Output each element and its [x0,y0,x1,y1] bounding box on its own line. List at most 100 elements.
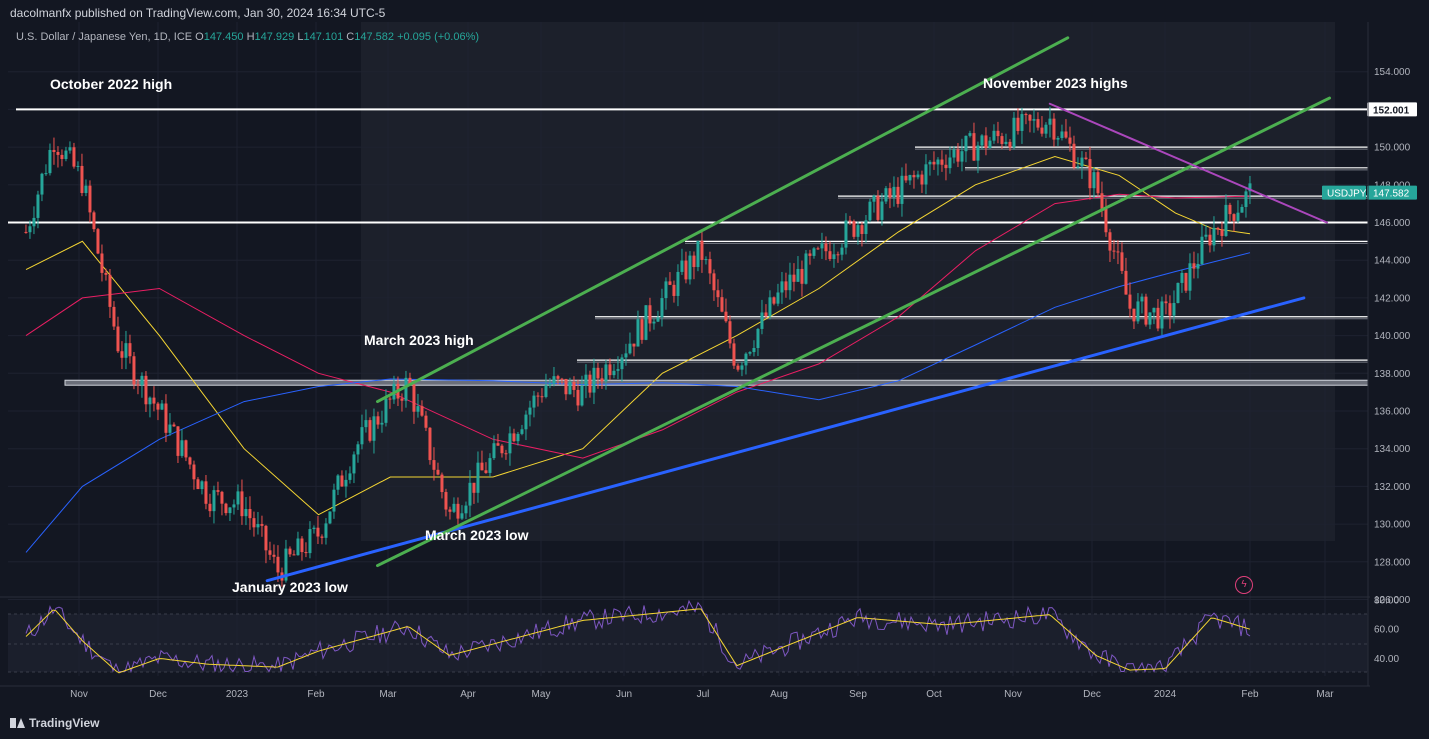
candle-body [952,149,956,158]
candle-body [172,424,176,427]
rsi-tick-label: 60.00 [1374,625,1399,636]
candle-body [444,492,448,510]
candle-body [508,433,512,454]
candle-body [44,173,48,175]
candle-body [1144,296,1148,325]
candle-body [324,523,328,538]
candle-body [676,271,680,296]
low-label: L [297,31,304,43]
candle-body [592,367,596,393]
candle-body [552,376,556,384]
y-tick-label: 136.000 [1374,407,1411,418]
candle-body [124,343,128,358]
candle-body [436,469,440,475]
candle-body [236,491,240,505]
candle-body [364,420,368,428]
tradingview-logo[interactable]: TradingView [10,716,99,730]
candle-body [920,174,924,185]
candle-body [316,527,320,537]
candle-body [648,305,652,324]
candle-body [864,220,868,234]
y-tick-label: 154.000 [1374,67,1411,78]
candle-body [692,255,696,268]
candle-body [1180,272,1184,283]
candle-body [144,375,148,405]
candle-body [372,416,376,441]
candle-body [1176,282,1180,304]
candle-body [224,503,228,514]
candle-body [1232,214,1236,221]
candle-body [208,503,212,512]
candle-body [600,378,604,382]
ma50-line [25,155,1251,516]
candle-body [1012,117,1016,148]
candle-body [1052,118,1056,140]
candle-body [116,326,120,352]
candle-body [1004,141,1008,144]
candle-body [304,552,308,554]
symbol-legend: U.S. Dollar / Japanese Yen, 1D, ICE O147… [16,31,479,43]
candle-body [608,364,612,376]
candle-body [584,374,588,386]
candle-body [688,255,692,280]
candle-body [616,369,620,371]
candle-body [732,343,736,366]
y-tick-label: 132.000 [1374,482,1411,493]
lightning-icon[interactable]: ϟ [1235,576,1253,594]
chart-annotation: November 2023 highs [983,75,1128,91]
x-tick-label: Feb [1241,689,1259,700]
candle-body [536,395,540,397]
candle-body [944,164,948,169]
candle-body [748,352,752,354]
candle-body [540,396,544,398]
candle-body [800,268,804,284]
candle-body [492,443,496,459]
candle-body [400,398,404,401]
x-tick-label: Nov [1004,689,1022,700]
candle-body [928,161,932,165]
candle-body [636,319,640,347]
candle-body [672,284,676,296]
channel-upper-line [376,36,1070,404]
published-by: dacolmanfx published on TradingView.com,… [10,6,386,20]
level-zone [64,379,1369,386]
candle-body [524,414,528,430]
candle-body [468,482,472,506]
candle-body [940,159,944,165]
candle-body [772,297,776,304]
candle-body [1000,136,1004,144]
candle-body [72,147,76,167]
candle-body [880,201,884,220]
candle-body [488,458,492,473]
candle-body [60,154,64,159]
candle-body [76,165,80,167]
candle-body [820,243,824,249]
candle-body [740,365,744,370]
x-tick-label: 2023 [226,689,249,700]
candle-body [320,536,324,538]
candle-body [88,185,92,213]
candle-body [1072,143,1076,168]
candle-body [328,511,332,524]
candle-body [452,503,456,512]
candle-body [652,321,656,324]
rsi-signal-line [25,608,1251,674]
candle-body [376,416,380,425]
candle-body [752,348,756,353]
candle-body [308,529,312,554]
candle-body [1040,127,1044,134]
x-tick-label: Apr [460,689,476,700]
candle-body [528,407,532,415]
candle-body [780,281,784,293]
candle-body [624,353,628,358]
candle-body [1120,252,1124,271]
candle-body [272,554,276,557]
last-price-badge [1367,185,1417,200]
candle-body [220,491,224,504]
candle-body [384,398,388,423]
candle-body [1204,234,1208,237]
candle-body [668,281,672,285]
candle-body [352,454,356,474]
candle-body [52,149,56,153]
